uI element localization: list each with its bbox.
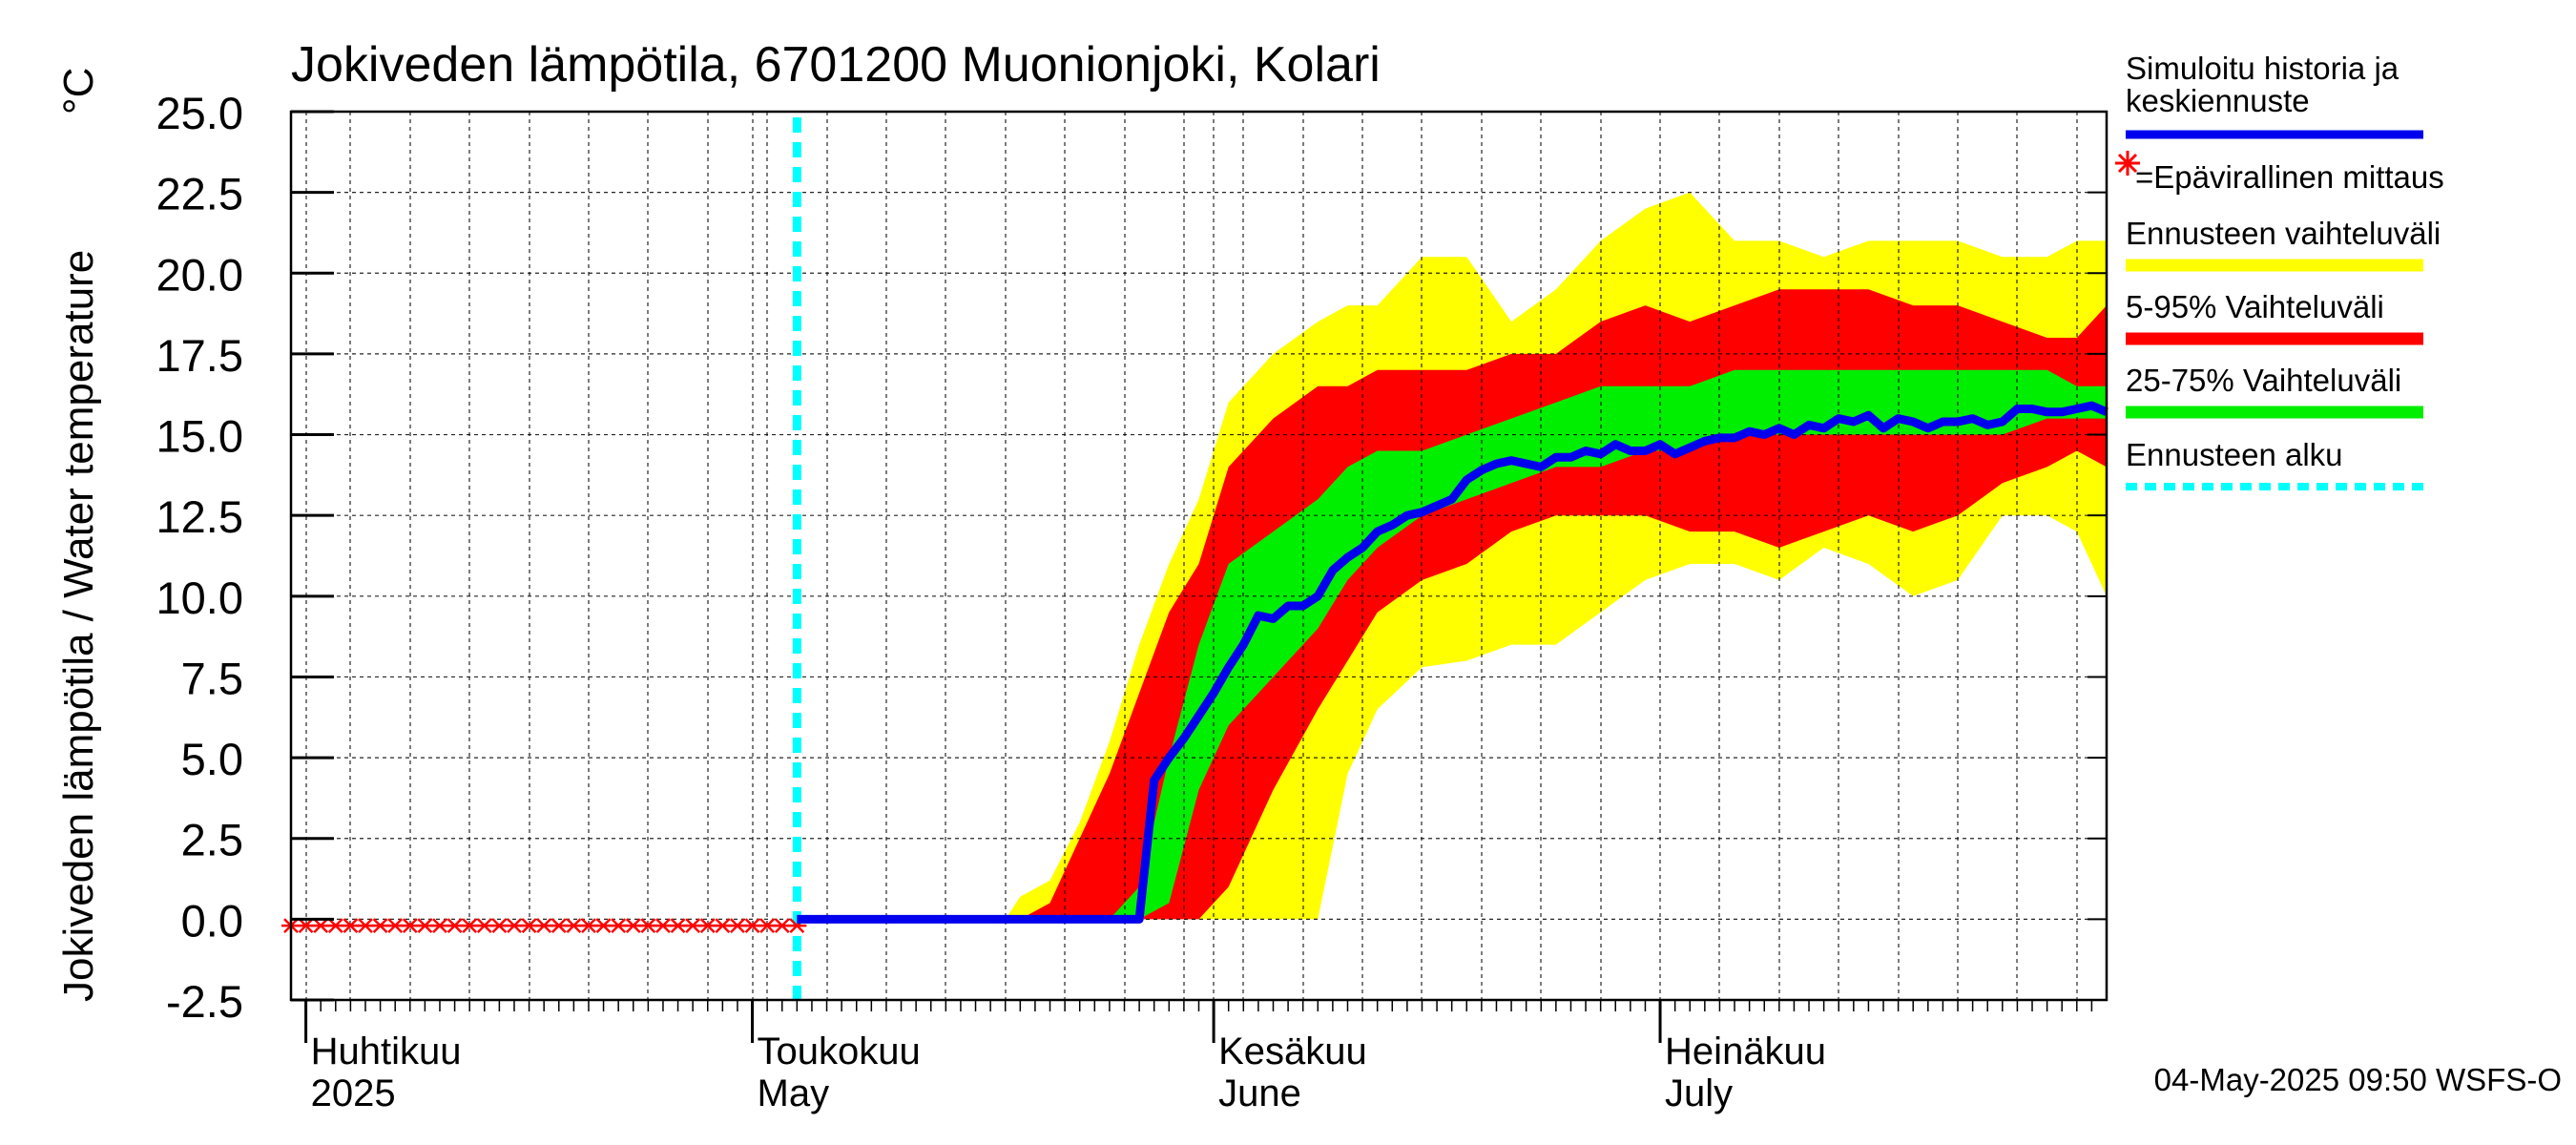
series-simulated-median-line	[797, 401, 2109, 924]
y-tick-label: 20.0	[156, 249, 243, 300]
y-tick-label: 25.0	[156, 88, 243, 138]
y-tick-label: -2.5	[166, 976, 243, 1027]
legend-label: 5-95% Vaihteluväli	[2126, 289, 2384, 324]
y-tick-label: 10.0	[156, 572, 243, 623]
x-month-label-fi: Huhtikuu	[311, 1030, 462, 1072]
legend-label: =Epävirallinen mittaus	[2135, 159, 2444, 195]
legend-label: 25-75% Vaihteluväli	[2126, 363, 2401, 398]
x-month-label-en: July	[1665, 1072, 1733, 1114]
x-month-label-en: May	[758, 1072, 830, 1114]
x-month-label-en: 2025	[311, 1072, 396, 1114]
y-tick-label: 15.0	[156, 411, 243, 462]
legend-observation-marker	[2115, 151, 2140, 176]
band-25-75	[797, 369, 2107, 920]
x-month-label-en: June	[1218, 1072, 1301, 1114]
series-layer	[281, 117, 2109, 1000]
chart-title: Jokiveden lämpötila, 6701200 Muonionjoki…	[291, 37, 1381, 93]
y-tick-label: 0.0	[181, 895, 243, 946]
y-tick-label: 7.5	[181, 653, 243, 703]
y-tick-label: 22.5	[156, 169, 243, 219]
y-tick-label: 5.0	[181, 734, 243, 784]
grid-lines	[291, 112, 2107, 1000]
legend-item-range-25-75: 25-75% Vaihteluväli	[2126, 363, 2423, 419]
x-month-label-fi: Heinäkuu	[1665, 1030, 1826, 1072]
y-tick-label: 2.5	[181, 815, 243, 865]
legend-label: Simuloitu historia ja	[2126, 51, 2399, 86]
x-month-label-fi: Kesäkuu	[1218, 1030, 1367, 1072]
x-month-label-fi: Toukokuu	[758, 1030, 921, 1072]
legend-item-range-full: Ennusteen vaihteluväli	[2126, 216, 2441, 272]
y-tick-label: 12.5	[156, 491, 243, 542]
axes: 25.0 22.5 20.0 17.5 15.0 12.5 10.0 7.5 5.0 2.5 0.0…	[156, 88, 2109, 1114]
legend-label: Ennusteen alku	[2126, 437, 2343, 472]
y-tick-label: 17.5	[156, 330, 243, 381]
legend-label: Ennusteen vaihteluväli	[2126, 216, 2441, 251]
legend-item-observed: =Epävirallinen mittaus	[2115, 151, 2444, 195]
legend-item-forecast-start: Ennusteen alku	[2126, 437, 2423, 490]
legend-label-line2: keskiennuste	[2126, 83, 2310, 118]
y-axis-unit: °C	[55, 68, 102, 114]
legend-item-range-5-95: 5-95% Vaihteluväli	[2126, 289, 2423, 345]
y-axis-label: Jokiveden lämpötila / Water temperature	[55, 250, 102, 1002]
timestamp: 04-May-2025 09:50 WSFS-O	[2154, 1062, 2562, 1097]
